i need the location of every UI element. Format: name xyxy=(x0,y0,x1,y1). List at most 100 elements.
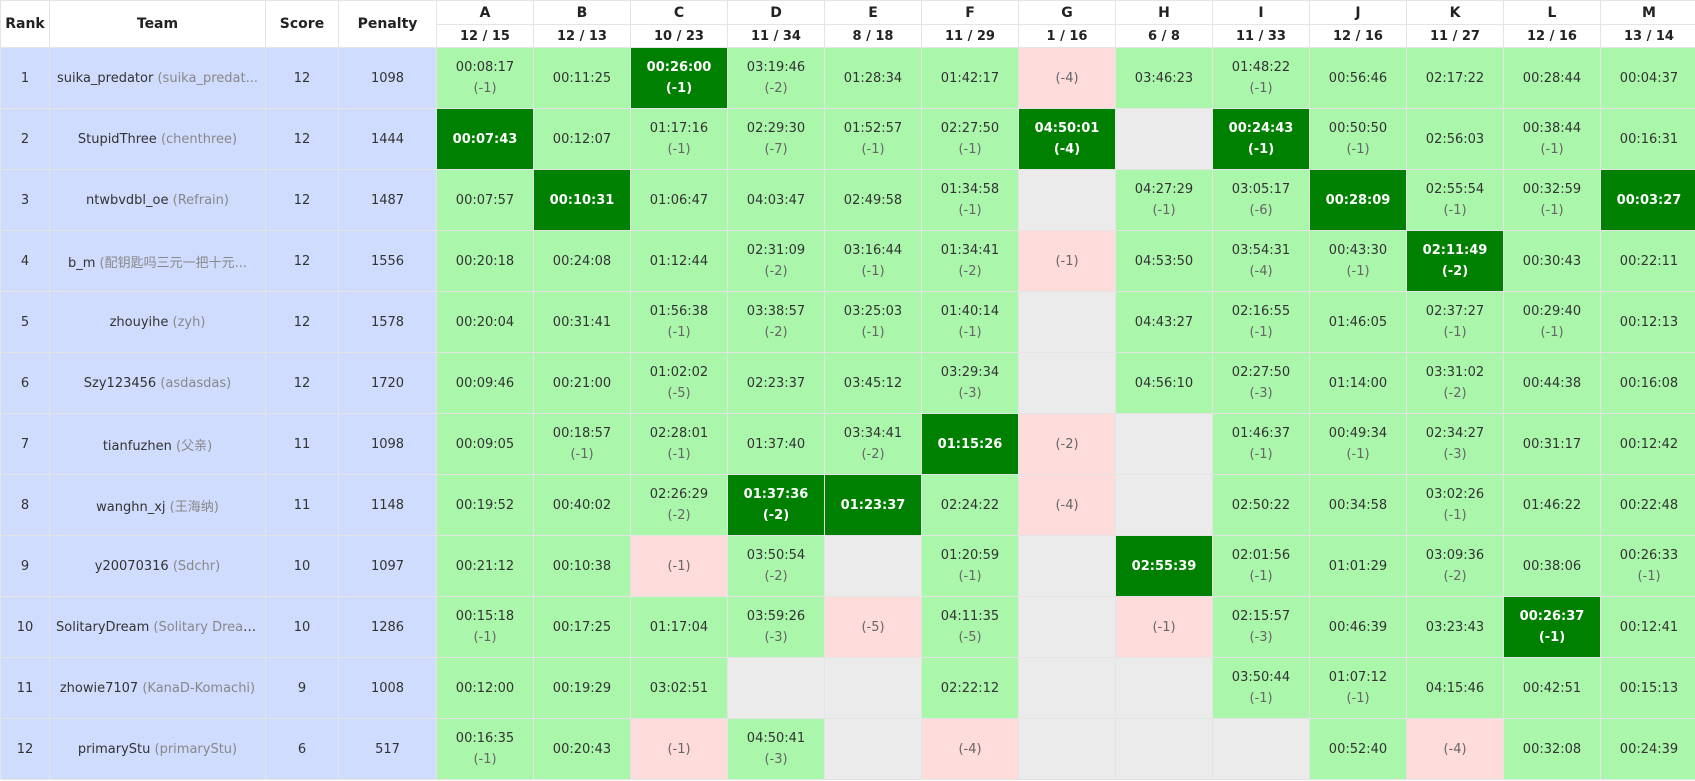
problem-cell-c[interactable]: 02:26:29 (-2) xyxy=(630,474,728,536)
problem-header-e[interactable]: E xyxy=(824,0,922,25)
problem-cell-b[interactable]: 00:24:08 xyxy=(533,230,631,292)
problem-cell-m[interactable]: 00:22:11 xyxy=(1600,230,1695,292)
problem-cell-f[interactable]: 02:27:50 (-1) xyxy=(921,108,1019,170)
problem-cell-l[interactable]: 00:38:06 xyxy=(1503,535,1601,597)
problem-header-k[interactable]: K xyxy=(1406,0,1504,25)
team-cell[interactable]: zhouyihe (zyh) xyxy=(49,291,266,353)
problem-cell-c[interactable]: 03:02:51 xyxy=(630,657,728,719)
problem-cell-e[interactable]: 01:23:37 xyxy=(824,474,922,536)
problem-cell-c[interactable]: 02:28:01 (-1) xyxy=(630,413,728,475)
problem-header-l[interactable]: L xyxy=(1503,0,1601,25)
problem-cell-i[interactable]: 02:50:22 xyxy=(1212,474,1310,536)
problem-header-f[interactable]: F xyxy=(921,0,1019,25)
problem-cell-d[interactable]: 03:38:57 (-2) xyxy=(727,291,825,353)
problem-cell-d[interactable]: 03:59:26 (-3) xyxy=(727,596,825,658)
problem-cell-k[interactable]: 04:15:46 xyxy=(1406,657,1504,719)
problem-header-b[interactable]: B xyxy=(533,0,631,25)
problem-cell-f[interactable]: 02:24:22 xyxy=(921,474,1019,536)
problem-cell-l[interactable]: 00:29:40 (-1) xyxy=(1503,291,1601,353)
problem-cell-c[interactable]: (-1) xyxy=(630,535,728,597)
problem-cell-j[interactable]: 01:07:12 (-1) xyxy=(1309,657,1407,719)
problem-cell-b[interactable]: 00:18:57 (-1) xyxy=(533,413,631,475)
problem-cell-e[interactable]: 01:52:57 (-1) xyxy=(824,108,922,170)
problem-cell-a[interactable]: 00:09:05 xyxy=(436,413,534,475)
score-header[interactable]: Score xyxy=(265,0,339,48)
team-cell[interactable]: y20070316 (Sdchr) xyxy=(49,535,266,597)
problem-cell-d[interactable]: 03:50:54 (-2) xyxy=(727,535,825,597)
team-cell[interactable]: primaryStu (primaryStu) xyxy=(49,718,266,780)
problem-cell-f[interactable]: 01:42:17 xyxy=(921,47,1019,109)
problem-cell-k[interactable]: (-4) xyxy=(1406,718,1504,780)
problem-cell-k[interactable]: 03:09:36 (-2) xyxy=(1406,535,1504,597)
problem-cell-l[interactable]: 00:42:51 xyxy=(1503,657,1601,719)
problem-cell-i[interactable]: 03:54:31 (-4) xyxy=(1212,230,1310,292)
problem-cell-a[interactable]: 00:19:52 xyxy=(436,474,534,536)
problem-cell-a[interactable]: 00:08:17 (-1) xyxy=(436,47,534,109)
team-cell[interactable]: StupidThree (chenthree) xyxy=(49,108,266,170)
problem-header-m[interactable]: M xyxy=(1600,0,1695,25)
problem-cell-k[interactable]: 02:55:54 (-1) xyxy=(1406,169,1504,231)
problem-cell-i[interactable]: 00:24:43 (-1) xyxy=(1212,108,1310,170)
problem-cell-l[interactable]: 00:32:08 xyxy=(1503,718,1601,780)
problem-cell-a[interactable]: 00:16:35 (-1) xyxy=(436,718,534,780)
problem-cell-i[interactable]: 03:50:44 (-1) xyxy=(1212,657,1310,719)
problem-cell-h[interactable]: 04:56:10 xyxy=(1115,352,1213,414)
problem-cell-d[interactable]: 02:23:37 xyxy=(727,352,825,414)
team-cell[interactable]: Szy123456 (asdasdas) xyxy=(49,352,266,414)
problem-cell-b[interactable]: 00:40:02 xyxy=(533,474,631,536)
problem-cell-a[interactable]: 00:21:12 xyxy=(436,535,534,597)
problem-cell-b[interactable]: 00:31:41 xyxy=(533,291,631,353)
problem-cell-m[interactable]: 00:26:33 (-1) xyxy=(1600,535,1695,597)
problem-header-a[interactable]: A xyxy=(436,0,534,25)
problem-cell-l[interactable]: 00:31:17 xyxy=(1503,413,1601,475)
problem-cell-b[interactable]: 00:17:25 xyxy=(533,596,631,658)
problem-cell-f[interactable]: 02:22:12 xyxy=(921,657,1019,719)
problem-cell-b[interactable]: 00:11:25 xyxy=(533,47,631,109)
problem-cell-k[interactable]: 02:17:22 xyxy=(1406,47,1504,109)
problem-cell-i[interactable]: 02:27:50 (-3) xyxy=(1212,352,1310,414)
problem-cell-h[interactable]: 02:55:39 xyxy=(1115,535,1213,597)
problem-cell-c[interactable]: 01:17:16 (-1) xyxy=(630,108,728,170)
rank-header[interactable]: Rank xyxy=(0,0,50,48)
problem-cell-i[interactable]: 03:05:17 (-6) xyxy=(1212,169,1310,231)
problem-cell-b[interactable]: 00:21:00 xyxy=(533,352,631,414)
problem-cell-l[interactable]: 00:44:38 xyxy=(1503,352,1601,414)
problem-cell-h[interactable]: 04:43:27 xyxy=(1115,291,1213,353)
problem-cell-h[interactable]: 03:46:23 xyxy=(1115,47,1213,109)
problem-cell-d[interactable]: 01:37:40 xyxy=(727,413,825,475)
problem-cell-j[interactable]: 01:01:29 xyxy=(1309,535,1407,597)
problem-cell-l[interactable]: 00:38:44 (-1) xyxy=(1503,108,1601,170)
problem-cell-j[interactable]: 00:43:30 (-1) xyxy=(1309,230,1407,292)
problem-cell-g[interactable]: (-1) xyxy=(1018,230,1116,292)
problem-cell-m[interactable]: 00:16:31 xyxy=(1600,108,1695,170)
problem-cell-j[interactable]: 00:46:39 xyxy=(1309,596,1407,658)
problem-cell-l[interactable]: 00:28:44 xyxy=(1503,47,1601,109)
problem-cell-j[interactable]: 00:56:46 xyxy=(1309,47,1407,109)
problem-cell-b[interactable]: 00:12:07 xyxy=(533,108,631,170)
problem-cell-c[interactable]: 01:06:47 xyxy=(630,169,728,231)
problem-cell-c[interactable]: 00:26:00 (-1) xyxy=(630,47,728,109)
problem-cell-a[interactable]: 00:07:43 xyxy=(436,108,534,170)
team-header[interactable]: Team xyxy=(49,0,266,48)
problem-cell-c[interactable]: 01:02:02 (-5) xyxy=(630,352,728,414)
problem-cell-m[interactable]: 00:15:13 xyxy=(1600,657,1695,719)
problem-cell-g[interactable]: (-2) xyxy=(1018,413,1116,475)
problem-cell-d[interactable]: 04:03:47 xyxy=(727,169,825,231)
team-cell[interactable]: SolitaryDream (Solitary Dream) xyxy=(49,596,266,658)
problem-cell-f[interactable]: 01:40:14 (-1) xyxy=(921,291,1019,353)
problem-cell-l[interactable]: 01:46:22 xyxy=(1503,474,1601,536)
problem-cell-f[interactable]: (-4) xyxy=(921,718,1019,780)
team-cell[interactable]: wanghn_xj (王海纳) xyxy=(49,474,266,536)
problem-header-h[interactable]: H xyxy=(1115,0,1213,25)
problem-cell-f[interactable]: 01:34:41 (-2) xyxy=(921,230,1019,292)
problem-cell-j[interactable]: 01:14:00 xyxy=(1309,352,1407,414)
problem-cell-e[interactable]: 03:34:41 (-2) xyxy=(824,413,922,475)
problem-cell-i[interactable]: 02:16:55 (-1) xyxy=(1212,291,1310,353)
team-cell[interactable]: b_m (配钥匙吗三元一把十元... xyxy=(49,230,266,292)
problem-cell-e[interactable]: 03:25:03 (-1) xyxy=(824,291,922,353)
problem-cell-a[interactable]: 00:15:18 (-1) xyxy=(436,596,534,658)
problem-cell-g[interactable]: 04:50:01 (-4) xyxy=(1018,108,1116,170)
problem-cell-m[interactable]: 00:12:41 xyxy=(1600,596,1695,658)
problem-cell-a[interactable]: 00:20:04 xyxy=(436,291,534,353)
problem-header-c[interactable]: C xyxy=(630,0,728,25)
